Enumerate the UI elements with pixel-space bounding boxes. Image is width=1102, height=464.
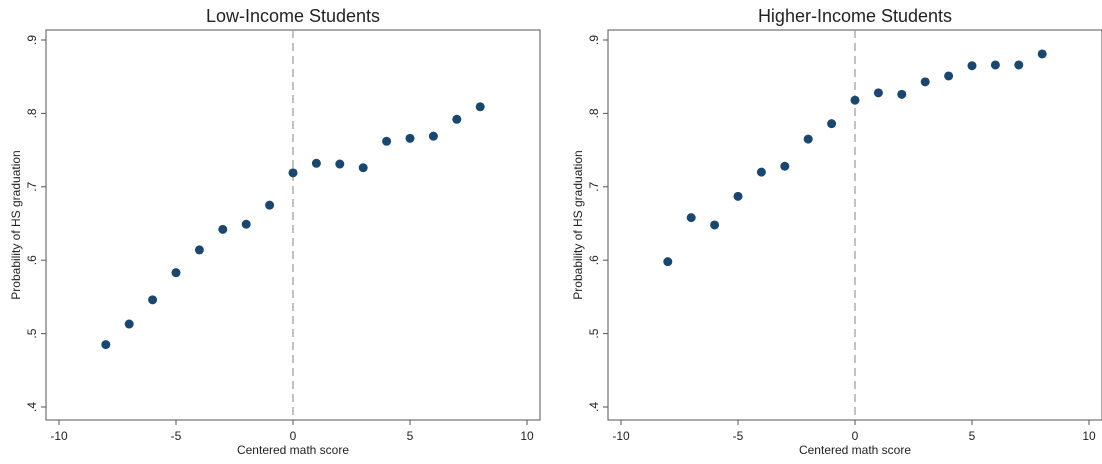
y-tick-label: .9	[587, 35, 601, 45]
point	[288, 168, 298, 178]
point	[335, 159, 345, 169]
x-tick-label: 0	[290, 429, 297, 443]
y-tick-label: .5	[25, 328, 39, 338]
point	[405, 133, 415, 143]
y-tick-label: .9	[25, 35, 39, 45]
y-tick-label: .7	[25, 181, 39, 191]
point	[171, 268, 181, 278]
x-tick-label: 5	[969, 429, 976, 443]
y-tick-label: .8	[587, 108, 601, 118]
point	[475, 102, 485, 112]
x-tick-label: 0	[852, 429, 859, 443]
point	[967, 61, 977, 71]
point	[710, 220, 720, 230]
point	[358, 163, 368, 173]
x-tick-label: -5	[171, 429, 182, 443]
point	[873, 88, 883, 98]
point	[756, 167, 766, 177]
point	[897, 89, 907, 99]
point	[311, 158, 321, 168]
y-tick-label: .5	[587, 328, 601, 338]
y-axis-title: Probability of HS graduation	[9, 150, 23, 299]
y-tick-label: .6	[587, 255, 601, 265]
point	[194, 245, 204, 255]
point	[428, 131, 438, 141]
point	[827, 119, 837, 129]
chart-title: Low-Income Students	[206, 6, 380, 26]
point	[101, 340, 111, 350]
x-tick-label: -10	[612, 429, 630, 443]
chart-title: Higher-Income Students	[758, 6, 952, 26]
x-tick-label: 10	[520, 429, 534, 443]
point	[218, 224, 228, 234]
x-axis-title: Centered math score	[799, 443, 911, 457]
point	[944, 71, 954, 81]
point	[733, 191, 743, 201]
y-tick-label: .8	[25, 108, 39, 118]
x-tick-label: 5	[407, 429, 414, 443]
point	[686, 213, 696, 223]
point	[780, 161, 790, 171]
point	[382, 136, 392, 146]
y-axis-title: Probability of HS graduation	[571, 150, 585, 299]
x-axis-title: Centered math score	[237, 443, 349, 457]
y-tick-label: .4	[25, 402, 39, 412]
y-tick-label: .7	[587, 181, 601, 191]
point	[265, 200, 275, 210]
x-tick-label: -5	[733, 429, 744, 443]
point	[1014, 60, 1024, 70]
point	[124, 319, 134, 329]
point	[663, 257, 673, 267]
point	[920, 77, 930, 87]
point	[241, 219, 251, 229]
x-tick-label: -10	[50, 429, 68, 443]
point	[990, 60, 1000, 70]
point	[850, 95, 860, 105]
x-tick-label: 10	[1082, 429, 1096, 443]
point	[452, 114, 462, 124]
point	[148, 295, 158, 305]
y-tick-label: .4	[587, 402, 601, 412]
y-tick-label: .6	[25, 255, 39, 265]
point	[803, 134, 813, 144]
point	[1037, 49, 1047, 59]
